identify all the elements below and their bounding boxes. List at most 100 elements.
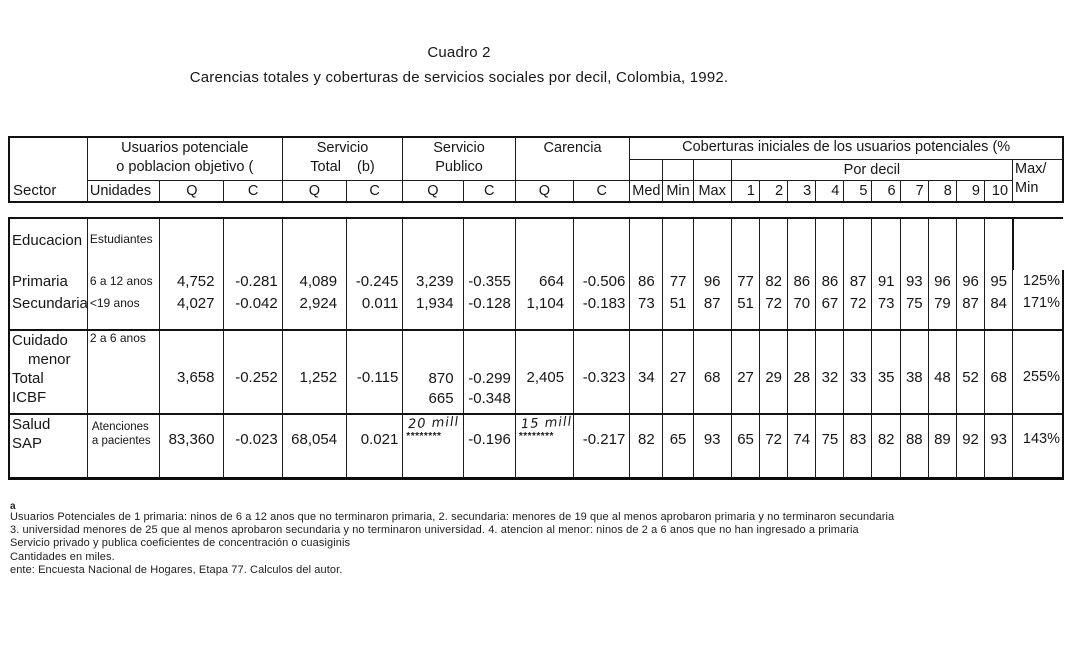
data-cell xyxy=(462,314,516,331)
data-cell xyxy=(223,218,283,270)
data-cell xyxy=(281,314,348,331)
data-cell: 87 xyxy=(843,270,873,292)
data-cell: -0.252 xyxy=(223,330,283,415)
data-cell: -0.355 xyxy=(462,270,516,292)
unidades-salud: Atenciones a pacientes xyxy=(86,414,161,480)
col-header-decil-3: 3 xyxy=(787,179,817,203)
header-row-groups: Sector Usuarios potenciale o poblacion o… xyxy=(7,136,1065,203)
data-cell: 65 xyxy=(730,414,760,480)
data-cell: 870 665 xyxy=(402,330,464,415)
data-cell: 82 xyxy=(758,270,789,292)
sector-label-salud: Salud SAP xyxy=(7,414,88,480)
data-cell: 3,239 xyxy=(402,270,464,292)
data-cell: -0.506 xyxy=(573,270,631,292)
data-cell: 0.011 xyxy=(346,292,404,314)
data-cell: 68 xyxy=(983,330,1014,415)
data-cell: -0.183 xyxy=(573,292,631,314)
data-cell xyxy=(758,314,789,331)
col-group-coberturas: Coberturas iniciales de los usuarios pot… xyxy=(629,136,1065,160)
data-cell-maxmin: 171% xyxy=(1012,292,1065,314)
data-cell xyxy=(7,314,88,331)
col-header-unidades: Unidades xyxy=(86,179,161,203)
data-cell: 96 xyxy=(927,270,957,292)
data-cell xyxy=(629,218,664,270)
data-cell xyxy=(843,314,873,331)
col-group-carencia: Carencia xyxy=(514,136,631,181)
data-cell: 1,934 xyxy=(402,292,464,314)
usuarios-header-line2: o poblacion objetivo ( xyxy=(116,159,254,176)
sector-line: Cuidado xyxy=(12,332,68,349)
data-cell xyxy=(787,218,817,270)
data-cell: 88 xyxy=(899,414,929,480)
col-header-servicio-publico-q: Q xyxy=(402,179,464,203)
data-cell: 3,658 xyxy=(159,330,225,415)
data-cell: -0.217 xyxy=(573,414,631,480)
footnote-line: Servicio privado y publica coeficientes … xyxy=(10,537,351,550)
data-cell: 77 xyxy=(730,270,760,292)
data-cell: 4,027 xyxy=(159,292,225,314)
data-cell: 77 xyxy=(662,270,694,292)
data-cell xyxy=(815,314,845,331)
data-cell xyxy=(514,314,575,331)
usuarios-header-line1: Usuarios potenciale xyxy=(121,140,249,156)
data-cell: 664 xyxy=(514,270,575,292)
sector-label-educacion: Educacion xyxy=(7,218,88,270)
data-cell: -0.281 xyxy=(223,270,283,292)
servicio-publico-header-line2: Publico xyxy=(435,159,483,176)
data-cell xyxy=(662,218,694,270)
data-cell-handwritten: 15 mill ******** xyxy=(514,414,575,480)
col-header-decil-4: 4 xyxy=(815,179,845,203)
data-cell: 33 xyxy=(843,330,873,415)
table-row-primaria: Primaria 6 a 12 anos 4,752 -0.281 4,089 … xyxy=(7,270,1065,292)
unidades-secundaria: <19 anos xyxy=(86,292,161,314)
table-row-salud: Salud SAP Atenciones a pacientes 83,360 … xyxy=(7,414,1065,480)
data-cell: 96 xyxy=(955,270,985,292)
data-cell xyxy=(402,218,464,270)
handwritten-note: 20 mill xyxy=(407,414,460,433)
col-header-sector: Sector xyxy=(7,136,88,203)
data-cell: 68,054 xyxy=(281,414,348,480)
data-cell: 51 xyxy=(662,292,694,314)
col-header-carencia-q: Q xyxy=(514,179,575,203)
value-line: -0.299 xyxy=(468,370,511,387)
unidades-educacion: Estudiantes xyxy=(86,218,161,270)
data-cell: 82 xyxy=(871,414,901,480)
col-header-servicio-total-q: Q xyxy=(281,179,348,203)
data-cell: 72 xyxy=(758,292,789,314)
data-cell: 73 xyxy=(629,292,664,314)
sector-line: ICBF xyxy=(12,389,47,406)
col-header-med: Med xyxy=(629,179,664,203)
table-row-cuidado-menor: Cuidado menor Total ICBF 2 a 6 anos 3,65… xyxy=(7,330,1065,415)
data-cell xyxy=(1012,314,1065,331)
data-cell-maxmin: 143% xyxy=(1012,414,1065,480)
data-cell xyxy=(281,218,348,270)
data-cell xyxy=(514,218,575,270)
data-cell: 72 xyxy=(843,292,873,314)
data-cell xyxy=(346,314,404,331)
data-cell: -0.128 xyxy=(462,292,516,314)
col-header-servicio-total-c: C xyxy=(346,179,404,203)
data-cell: 4,752 xyxy=(159,270,225,292)
data-cell xyxy=(787,314,817,331)
data-cell: 79 xyxy=(927,292,957,314)
data-cell: 28 xyxy=(787,330,817,415)
data-cell: 1,104 xyxy=(514,292,575,314)
data-cell xyxy=(815,218,845,270)
header-data-gap xyxy=(9,202,1063,219)
data-cell xyxy=(871,314,901,331)
data-cell: 84 xyxy=(983,292,1014,314)
header-spacer-med xyxy=(629,158,664,181)
data-cell: 2,924 xyxy=(281,292,348,314)
data-cell xyxy=(629,314,664,331)
data-cell: -0.323 xyxy=(573,330,631,415)
data-cell xyxy=(843,218,873,270)
data-cell: 72 xyxy=(758,414,789,480)
sector-header-label: Sector xyxy=(13,182,57,199)
data-cell: -0.196 xyxy=(462,414,516,480)
data-cell xyxy=(730,218,760,270)
col-header-decil-9: 9 xyxy=(955,179,985,203)
data-cell xyxy=(955,314,985,331)
data-cell xyxy=(692,218,732,270)
col-header-max-min: Max/ Min xyxy=(1012,158,1065,203)
table-row-educacion: Educacion Estudiantes xyxy=(7,218,1063,270)
